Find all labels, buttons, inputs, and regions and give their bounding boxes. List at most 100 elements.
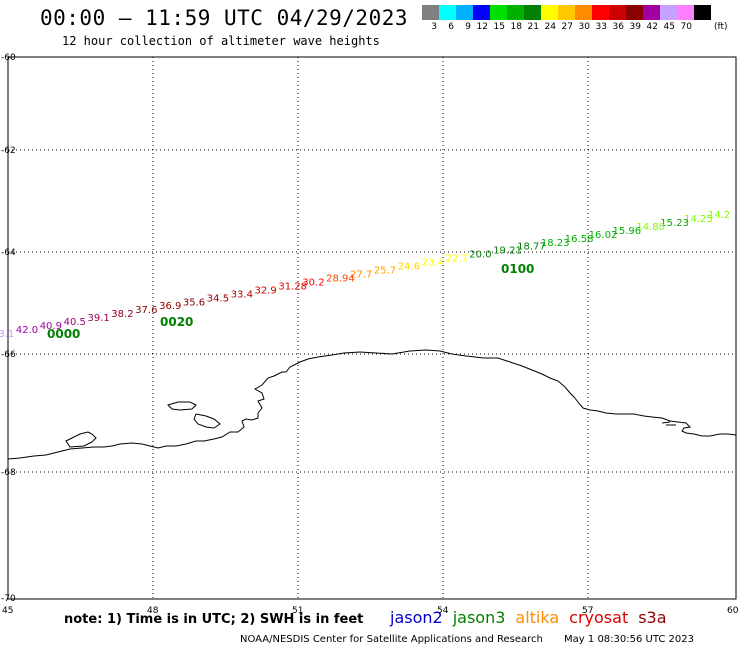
wave-height-legend: 3 6 9 12 15 18 21 24 27 30 33 36 39 42 45 70	[422, 5, 711, 32]
legend-swatch	[439, 5, 456, 20]
wave-height-label: 24.6	[398, 262, 420, 273]
legend-label: 9	[465, 22, 471, 32]
wave-height-label: 16.02	[589, 230, 618, 241]
y-tick-label: -70	[1, 594, 16, 604]
wave-height-label: 18.23	[541, 238, 570, 249]
legend-swatch	[490, 5, 507, 20]
legend-label: 27	[561, 22, 573, 32]
y-tick-label: -64	[1, 248, 16, 258]
wave-height-label: 36.9	[159, 301, 181, 312]
legend-swatch	[558, 5, 575, 20]
legend-swatch	[609, 5, 626, 20]
legend-label: 42	[646, 22, 658, 32]
wave-height-label: 25.7	[374, 266, 396, 277]
page-title: 00:00 – 11:59 UTC 04/29/2023	[40, 6, 409, 30]
footer-note: note: 1) Time is in UTC; 2) SWH is in fe…	[64, 612, 364, 627]
legend-unit: (ft)	[714, 22, 728, 32]
x-axis-labels: 45 48 51 54 57 60	[2, 606, 739, 616]
legend-swatch	[677, 5, 694, 20]
legend-labels: 3 6 9 12 15 18 21 24 27 30 33 36 39 42 45 70	[422, 22, 711, 32]
page-subtitle: 12 hour collection of altimeter wave hei…	[62, 34, 380, 48]
wave-height-label: 32.9	[255, 285, 277, 296]
wave-height-label: 14.80	[636, 222, 665, 233]
footer-credit: NOAA/NESDIS Center for Satellite Applica…	[240, 634, 694, 645]
wave-height-label: 43.1	[0, 329, 14, 340]
wave-height-label: 14.2	[708, 210, 730, 221]
generated-timestamp: May 1 08:30:56 UTC 2023	[564, 634, 694, 645]
legend-swatch	[524, 5, 541, 20]
x-tick-label: 48	[147, 606, 159, 616]
legend-swatch	[694, 5, 711, 20]
coastline-ice-shelf	[661, 421, 676, 426]
wave-height-label: 38.2	[111, 309, 133, 320]
legend-label: 45	[663, 22, 675, 32]
wave-height-label: 35.6	[183, 297, 205, 308]
legend-label: 12	[476, 22, 488, 32]
legend-swatch	[456, 5, 473, 20]
wave-height-label: 39.1	[88, 313, 110, 324]
wave-height-label: 42.0	[16, 325, 38, 336]
legend-swatch	[507, 5, 524, 20]
credit-text: NOAA/NESDIS Center for Satellite Applica…	[240, 634, 543, 645]
wave-height-label: 23.4	[422, 258, 444, 269]
x-tick-label: 51	[292, 606, 303, 616]
y-tick-label: -68	[1, 468, 16, 478]
wave-height-label: 15.96	[613, 226, 642, 237]
satellite-name: jason3	[452, 608, 506, 627]
legend-label	[694, 22, 711, 32]
coastline	[7, 349, 737, 460]
satellite-name: cryosat	[569, 608, 629, 627]
x-tick-label: 54	[437, 606, 449, 616]
legend-label: 39	[629, 22, 641, 32]
wave-height-label: 37.6	[135, 305, 157, 316]
wave-height-label: 18.77	[517, 242, 546, 253]
y-axis-labels: -60 -62 -64 -66 -68 -70	[1, 53, 16, 604]
wave-height-label: 40.9	[40, 321, 62, 332]
wave-height-label: 20.0	[469, 250, 491, 261]
legend-swatch	[422, 5, 439, 20]
track-time-label: 0000	[47, 327, 80, 341]
wave-height-label: 19.21	[493, 246, 522, 257]
legend-label: 15	[493, 22, 505, 32]
satellite-legend: jason2 jason3 altika cryosat s3a	[390, 608, 677, 627]
wave-height-label: 34.5	[207, 293, 229, 304]
wave-height-label: 31.28	[278, 281, 307, 292]
satellite-name: jason2	[390, 608, 443, 627]
legend-swatch	[541, 5, 558, 20]
legend-label: 30	[578, 22, 590, 32]
legend-label: 21	[527, 22, 539, 32]
x-tick-label: 57	[582, 606, 593, 616]
y-tick-label: -60	[1, 53, 16, 63]
legend-label: 36	[612, 22, 624, 32]
coastline-inlet	[65, 431, 97, 448]
x-tick-label: 45	[2, 606, 13, 616]
y-tick-label: -66	[1, 350, 16, 360]
altimeter-track-labels: 14.214.2515.2314.8015.9616.0216.5818.231…	[0, 210, 730, 340]
legend-label: 24	[544, 22, 556, 32]
satellite-name: altika	[515, 608, 560, 627]
legend-label: 6	[448, 22, 454, 32]
coastline-island	[193, 413, 221, 429]
wave-height-label: 16.58	[565, 234, 594, 245]
y-tick-label: -62	[1, 146, 16, 156]
track-time-label: 0020	[160, 315, 193, 329]
legend-swatch	[575, 5, 592, 20]
legend-swatch	[643, 5, 660, 20]
wave-height-label: 14.25	[684, 214, 713, 225]
wave-height-label: 22.7	[446, 254, 468, 265]
legend-swatch	[592, 5, 609, 20]
wave-height-label: 27.7	[350, 270, 372, 281]
legend-swatch	[626, 5, 643, 20]
satellite-name: s3a	[638, 608, 667, 627]
legend-label: 33	[595, 22, 607, 32]
legend-swatches	[422, 5, 711, 20]
track-time-label: 0100	[501, 262, 534, 276]
grid-lines	[8, 57, 736, 599]
wave-height-label: 30.2	[302, 277, 324, 288]
legend-label: 3	[431, 22, 437, 32]
legend-label: 18	[510, 22, 522, 32]
coastline-island	[167, 401, 197, 411]
wave-height-label: 28.94	[326, 274, 355, 285]
legend-swatch	[473, 5, 490, 20]
